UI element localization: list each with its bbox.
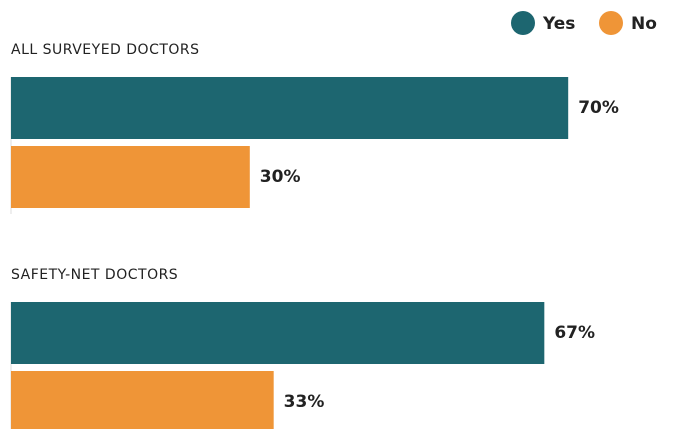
- value-label: 33%: [284, 392, 325, 412]
- legend-swatch: [511, 11, 535, 35]
- value-label: 67%: [554, 323, 595, 343]
- legend-label: Yes: [542, 14, 575, 34]
- bar: [11, 302, 545, 364]
- category-label: SAFETY-NET DOCTORS: [11, 267, 178, 283]
- value-label: 30%: [260, 167, 301, 187]
- category-label: ALL SURVEYED DOCTORS: [11, 42, 200, 58]
- legend-swatch: [599, 11, 623, 35]
- value-label: 70%: [578, 98, 619, 118]
- bar: [11, 371, 274, 429]
- bar: [11, 77, 569, 139]
- bar: [11, 146, 250, 208]
- legend-label: No: [631, 14, 657, 34]
